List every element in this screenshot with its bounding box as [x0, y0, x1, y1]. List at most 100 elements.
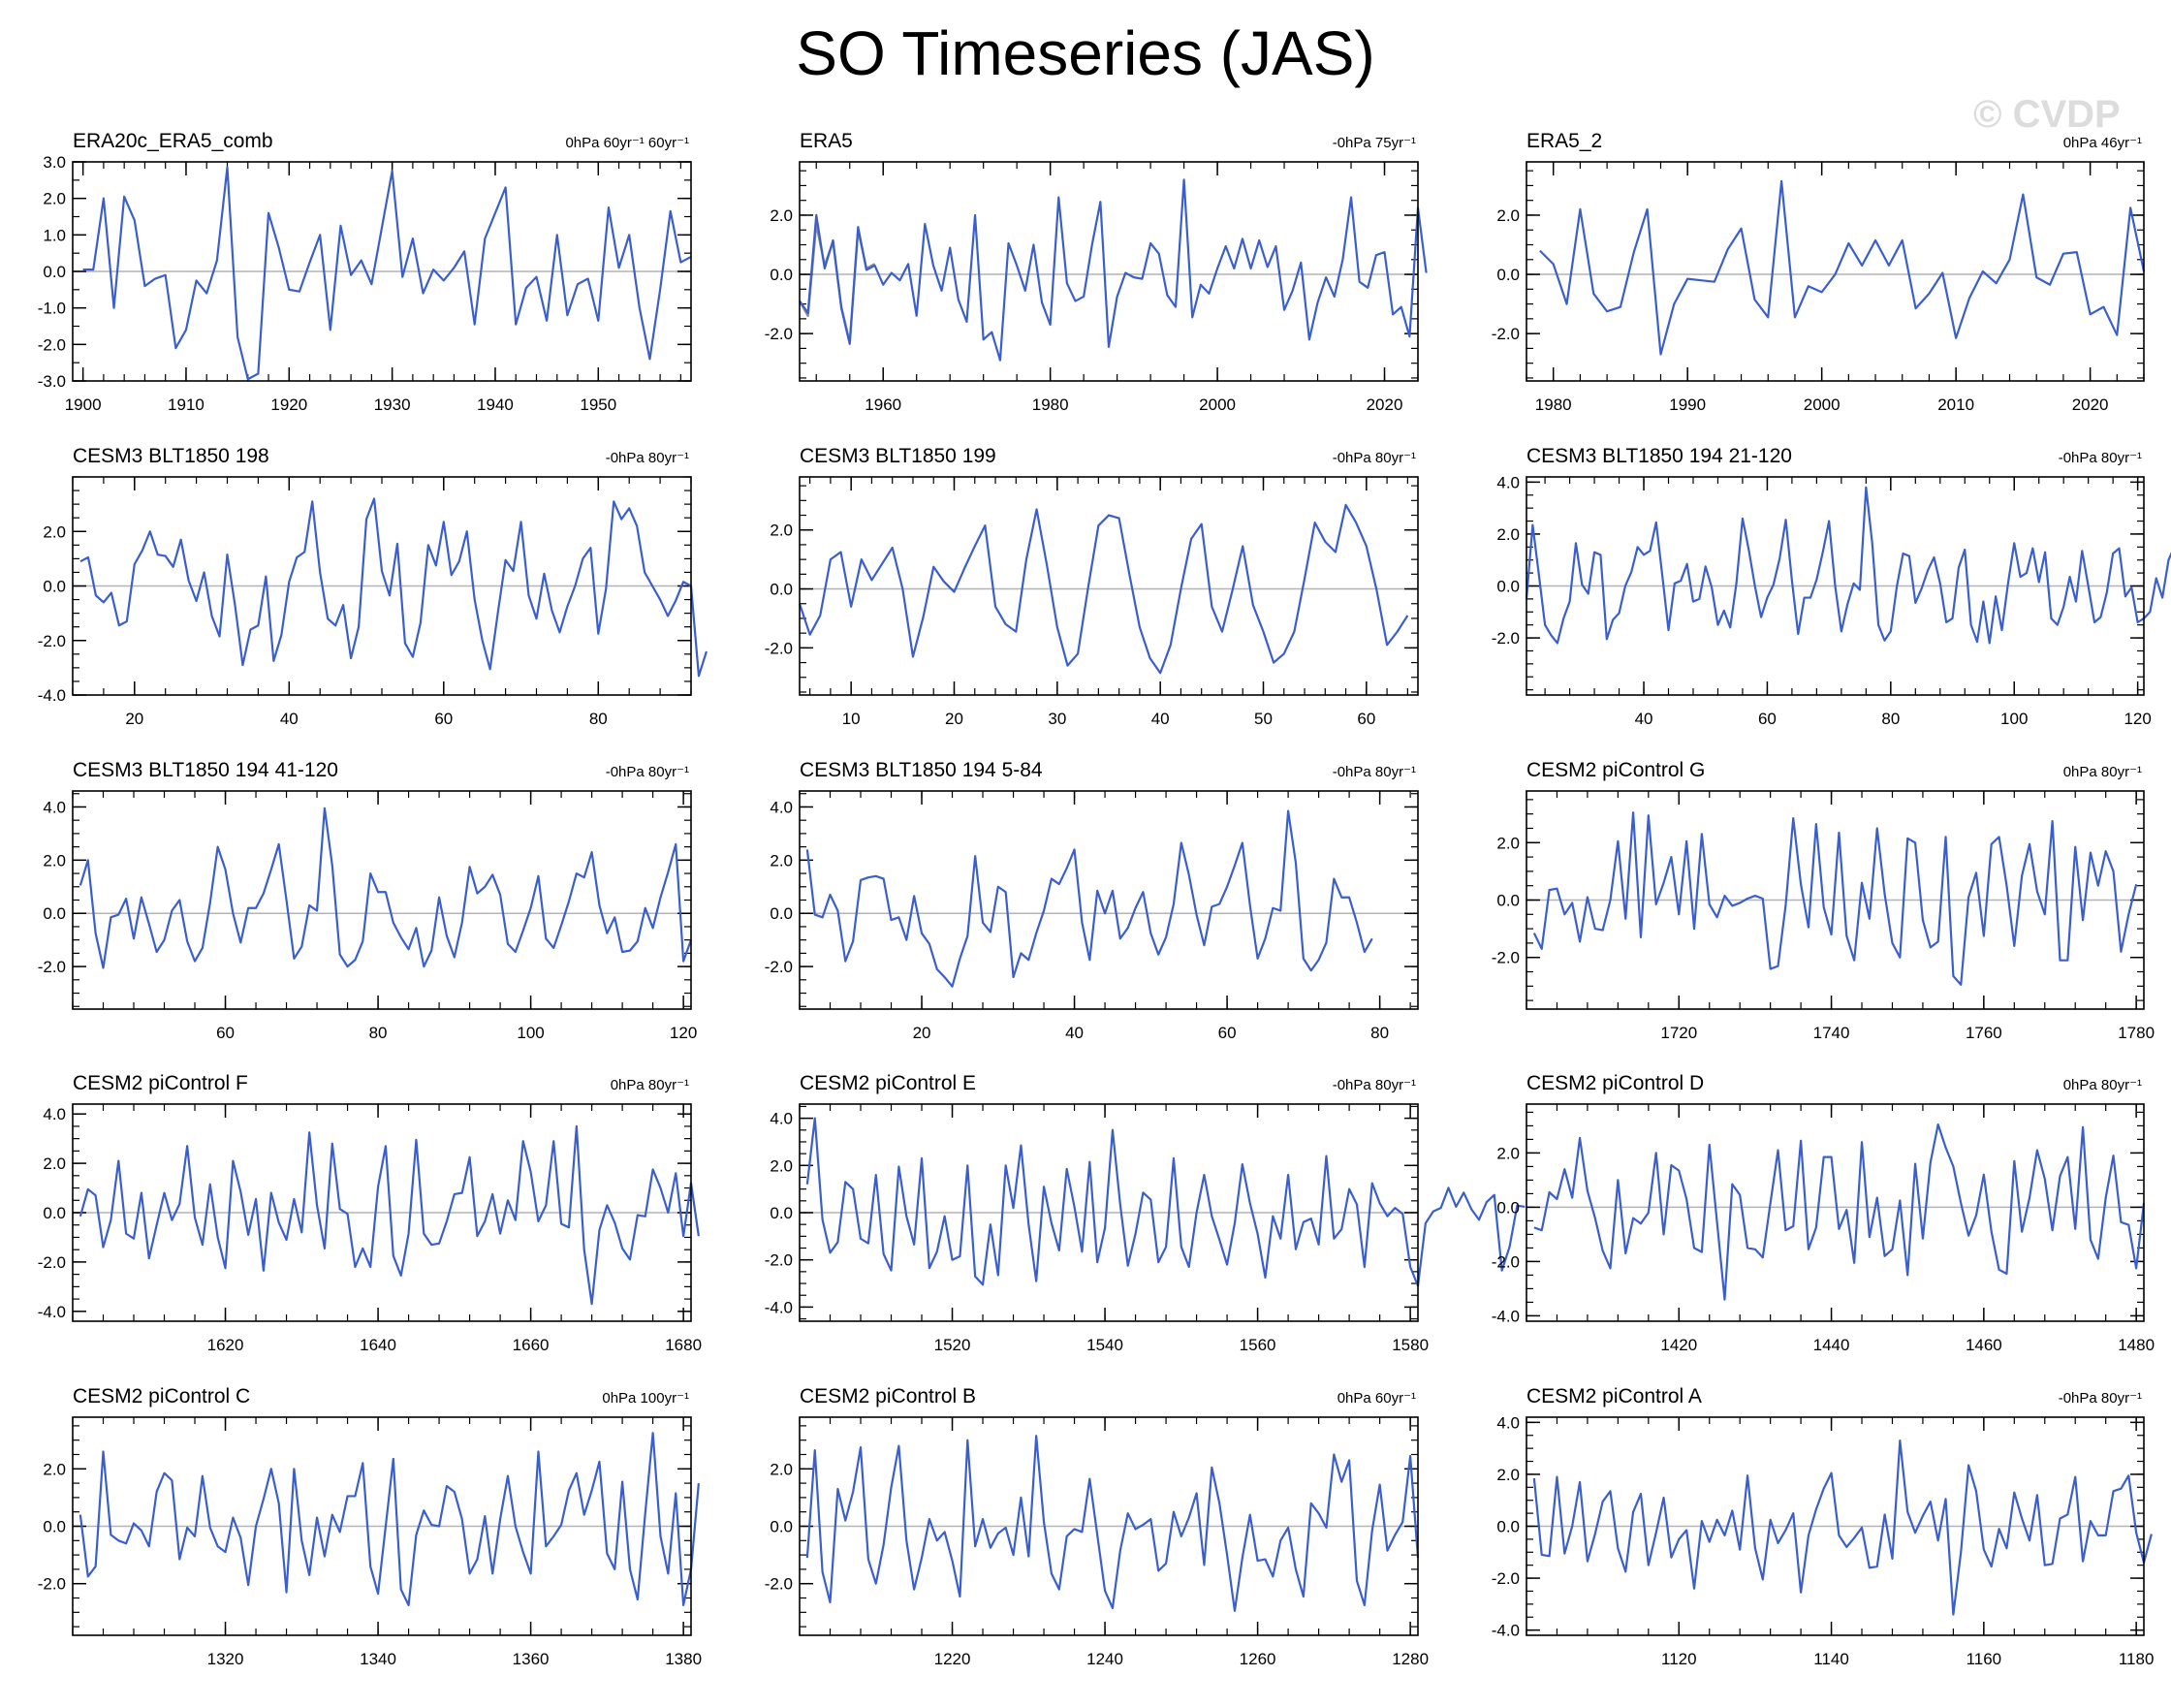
series-line [79, 1124, 700, 1306]
x-tick-label: 1960 [865, 395, 901, 414]
x-tick-label: 1640 [360, 1336, 396, 1354]
y-tick-label: -3.0 [38, 372, 66, 391]
panel-trend-label: -0hPa 80yr⁻¹ [1333, 764, 1416, 780]
watermark: © CVDP [1973, 93, 2121, 136]
y-tick-label: 2.0 [43, 1154, 66, 1173]
y-tick-label: 0.0 [43, 1204, 66, 1222]
panel-7: CESM3 BLT1850 194 5-84 -0hPa 80yr⁻¹ 20 40 60… [765, 759, 1419, 1042]
plot-frame [799, 790, 1419, 1010]
x-tick-label: 10 [842, 710, 861, 728]
panel-12: CESM2 piControl C 0hPa 100yr⁻¹ 1320 1340 136… [38, 1385, 702, 1668]
x-tick-label: 1980 [1032, 395, 1069, 414]
series-line [1525, 486, 2171, 645]
panel-title: CESM2 piControl G [1526, 759, 1705, 781]
panel-trend-label: -0hPa 75yr⁻¹ [1333, 135, 1416, 151]
plot-frame [72, 476, 692, 696]
panel-6: CESM3 BLT1850 194 41-120 -0hPa 80yr⁻¹ 60 80… [38, 759, 698, 1042]
plot-frame [1526, 1416, 2145, 1636]
y-tick-label: 2.0 [770, 851, 793, 870]
plot-frame [1526, 1103, 2145, 1322]
x-tick-label: 1620 [207, 1336, 244, 1354]
x-tick-label: 1180 [2119, 1650, 2155, 1668]
x-tick-label: 1440 [1813, 1336, 1850, 1354]
panel-trend-label: -0hPa 80yr⁻¹ [1333, 1077, 1416, 1093]
y-tick-label: -4.0 [1492, 1307, 1520, 1325]
y-tick-label: -2.0 [1492, 325, 1520, 343]
panel-13: CESM2 piControl B 0hPa 60yr⁻¹ 1220 1240 1260… [765, 1385, 1429, 1668]
series-line [79, 497, 708, 678]
y-tick-label: 2.0 [1496, 1144, 1520, 1162]
y-tick-label: -4.0 [765, 1298, 793, 1316]
y-tick-label: -2.0 [765, 1251, 793, 1270]
panel-title: CESM2 piControl B [800, 1385, 976, 1408]
panel-trend-label: -0hPa 80yr⁻¹ [1333, 450, 1416, 466]
panel-14: CESM2 piControl A -0hPa 80yr⁻¹ 1120 1140 116… [1492, 1385, 2155, 1668]
y-tick-label: 2.0 [770, 206, 793, 225]
y-tick-label: -2.0 [38, 1575, 66, 1594]
x-tick-label: 1990 [1669, 395, 1706, 414]
plot-frame [1526, 476, 2145, 696]
panel-trend-label: 0hPa 46yr⁻¹ [2063, 135, 2142, 151]
panel-10: CESM2 piControl E -0hPa 80yr⁻¹ 1520 1540 156… [765, 1072, 1526, 1354]
x-tick-label: 40 [1151, 710, 1170, 728]
x-tick-label: 60 [1218, 1024, 1237, 1042]
y-tick-label: 2.0 [770, 1156, 793, 1175]
y-tick-label: 0.0 [43, 1518, 66, 1536]
x-tick-label: 80 [1881, 710, 1900, 728]
panel-title: CESM3 BLT1850 194 41-120 [73, 759, 338, 781]
y-tick-label: 4.0 [1496, 473, 1520, 491]
x-tick-label: 1420 [1660, 1336, 1697, 1354]
x-tick-label: 1760 [1966, 1024, 2002, 1042]
y-tick-label: 0.0 [770, 266, 793, 284]
x-tick-label: 1380 [665, 1650, 702, 1668]
panel-title: CESM2 piControl C [73, 1385, 250, 1408]
y-tick-label: 0.0 [1496, 892, 1520, 910]
x-tick-label: 1780 [2118, 1024, 2155, 1042]
x-tick-label: 1560 [1240, 1336, 1276, 1354]
panel-title: ERA20c_ERA5_comb [73, 130, 273, 152]
x-tick-label: 80 [589, 710, 608, 728]
panel-title: CESM2 piControl A [1526, 1385, 1702, 1408]
x-tick-label: 1520 [934, 1336, 971, 1354]
y-tick-label: 0.0 [770, 904, 793, 923]
plot-frame [799, 161, 1419, 382]
y-tick-label: 0.0 [43, 904, 66, 923]
panel-trend-label: 0hPa 80yr⁻¹ [2063, 1077, 2142, 1093]
y-tick-label: -2.0 [38, 632, 66, 650]
x-tick-label: 1920 [270, 395, 307, 414]
y-tick-label: 0.0 [43, 263, 66, 281]
panel-2: ERA5_2 0hPa 46yr⁻¹ 1980 1990 2000 2010 2020 -2.… [1492, 130, 2146, 414]
plot-frame [1526, 790, 2145, 1010]
y-tick-label: -2.0 [765, 1575, 793, 1594]
x-tick-label: 1480 [2118, 1336, 2155, 1354]
y-tick-label: 0.0 [43, 578, 66, 596]
x-tick-label: 60 [434, 710, 453, 728]
panel-trend-label: -0hPa 80yr⁻¹ [606, 764, 689, 780]
panel-0: ERA20c_ERA5_comb 0hPa 60yr⁻¹ 60yr⁻¹ 1900 19… [38, 130, 692, 414]
x-tick-label: 2020 [1367, 395, 1403, 414]
series-line [799, 178, 1428, 362]
x-tick-label: 2000 [1199, 395, 1236, 414]
y-tick-label: -2.0 [765, 958, 793, 976]
series-line [1539, 179, 2146, 356]
y-tick-label: 2.0 [770, 1460, 793, 1478]
x-tick-label: 100 [517, 1024, 544, 1042]
plot-frame [72, 1103, 692, 1322]
x-tick-label: 2000 [1804, 395, 1841, 414]
x-tick-label: 1320 [207, 1650, 244, 1668]
x-tick-label: 1340 [360, 1650, 396, 1668]
y-tick-label: 0.0 [1496, 1198, 1520, 1217]
series-line [805, 809, 1373, 988]
panel-trend-label: 0hPa 60yr⁻¹ [1337, 1390, 1416, 1407]
x-tick-label: 50 [1254, 710, 1273, 728]
y-tick-label: 0.0 [1496, 1518, 1520, 1536]
x-tick-label: 1360 [513, 1650, 550, 1668]
series-line [1532, 811, 2138, 986]
panel-trend-label: 0hPa 80yr⁻¹ [611, 1077, 689, 1093]
panel-title: CESM2 piControl D [1526, 1072, 1704, 1094]
series-line [82, 166, 692, 381]
panel-title: ERA5 [800, 130, 853, 152]
x-tick-label: 120 [2124, 710, 2151, 728]
x-tick-label: 1260 [1240, 1650, 1276, 1668]
x-tick-label: 2010 [1937, 395, 1974, 414]
